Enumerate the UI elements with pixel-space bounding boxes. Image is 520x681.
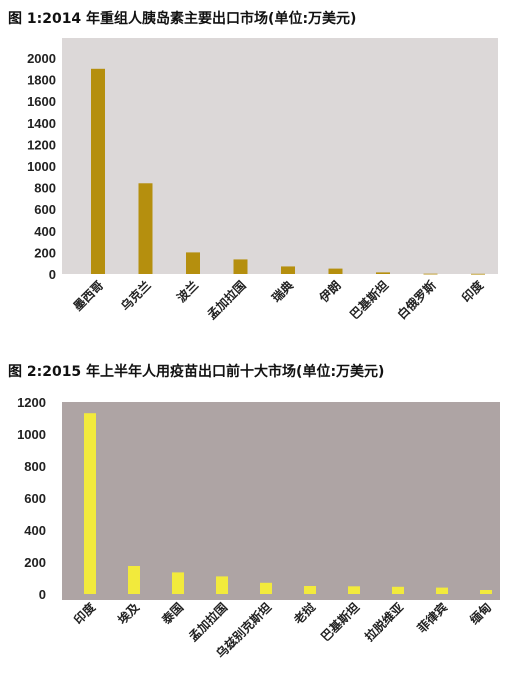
chart2-bar bbox=[436, 587, 448, 594]
chart1-ytick-label: 1000 bbox=[27, 159, 56, 174]
chart1-category-label: 乌克兰 bbox=[118, 278, 154, 314]
chart1-ytick-label: 200 bbox=[34, 245, 56, 260]
chart2-bar bbox=[128, 566, 140, 594]
chart1-plot-area bbox=[62, 38, 498, 274]
chart1-bar bbox=[281, 266, 295, 274]
chart2-ytick-label: 1000 bbox=[17, 427, 46, 442]
chart1-category-label: 印度 bbox=[459, 277, 487, 305]
chart2-bar bbox=[260, 582, 272, 594]
chart2-category-label: 巴基斯坦 bbox=[318, 600, 363, 645]
chart2-bar bbox=[480, 590, 492, 594]
chart1-bar bbox=[328, 268, 343, 274]
chart2-bar bbox=[392, 586, 404, 594]
chart2-ytick-label: 400 bbox=[24, 523, 46, 538]
chart1-ytick-label: 400 bbox=[34, 224, 56, 239]
chart1-category-label: 孟加拉国 bbox=[204, 278, 249, 323]
chart1-category-label: 瑞典 bbox=[269, 278, 297, 306]
chart2-title: 图 2:2015 年上半年人用疫苗出口前十大市场(单位:万美元) bbox=[8, 364, 385, 380]
chart2-ytick-label: 1200 bbox=[17, 395, 46, 410]
chart2-category-label: 老挝 bbox=[291, 599, 319, 627]
chart1-category-label: 墨西哥 bbox=[71, 278, 106, 313]
chart2-category-label: 印度 bbox=[71, 599, 99, 627]
chart1-category-label: 巴基斯坦 bbox=[347, 278, 392, 323]
chart2-bar bbox=[172, 572, 184, 594]
chart1-ytick-label: 0 bbox=[49, 267, 56, 282]
chart2-bar bbox=[304, 586, 316, 594]
chart2-plot-area bbox=[62, 402, 500, 600]
chart1-bar bbox=[471, 273, 485, 275]
chart2-bar bbox=[84, 413, 96, 594]
chart2-bar bbox=[216, 576, 228, 594]
chart2-ytick-label: 0 bbox=[39, 587, 46, 602]
chart1-bar bbox=[233, 259, 248, 274]
chart1-ytick-label: 1600 bbox=[27, 94, 56, 109]
chart1-category-label: 白俄罗斯 bbox=[394, 278, 439, 323]
chart1-bar bbox=[423, 273, 438, 275]
chart1-ytick-label: 600 bbox=[34, 202, 56, 217]
chart1-category-label: 波兰 bbox=[174, 278, 202, 306]
chart1-ytick-label: 2000 bbox=[27, 51, 56, 66]
chart1-ytick-label: 800 bbox=[34, 181, 56, 196]
chart1-ytick-label: 1400 bbox=[27, 116, 56, 131]
chart1-category-label: 伊朗 bbox=[315, 278, 343, 306]
chart2-category-label: 孟加拉国 bbox=[186, 600, 231, 645]
chart1-bar bbox=[91, 68, 105, 274]
chart1-ytick-label: 1800 bbox=[27, 73, 56, 88]
chart2-category-label: 埃及 bbox=[115, 599, 143, 627]
chart2-ytick-label: 800 bbox=[24, 459, 46, 474]
chart2-svg: 020040060080010001200印度 埃及 泰国 孟加拉国乌兹别克斯坦 老挝巴… bbox=[17, 395, 500, 661]
chart2-bar bbox=[348, 586, 360, 594]
chart1-svg: 0 200 400 600 800 1000 1200 1400 1600 1800 2000 墨西哥… bbox=[27, 38, 498, 323]
chart2-ytick-label: 200 bbox=[24, 555, 46, 570]
chart1-title: 图 1:2014 年重组人胰岛素主要出口市场(单位:万美元) bbox=[8, 11, 357, 27]
chart1-bar bbox=[186, 252, 200, 274]
chart1-bar bbox=[376, 272, 390, 274]
chart1-ytick-label: 1200 bbox=[27, 137, 56, 152]
chart2-category-label: 泰国 bbox=[158, 600, 186, 628]
chart2-category-label: 拉脱维亚 bbox=[362, 600, 407, 645]
chart2-category-label: 菲律宾 bbox=[414, 600, 450, 636]
chart2-category-label: 缅甸 bbox=[467, 600, 495, 628]
chart1-bar bbox=[138, 183, 153, 274]
chart2-ytick-label: 600 bbox=[24, 491, 46, 506]
